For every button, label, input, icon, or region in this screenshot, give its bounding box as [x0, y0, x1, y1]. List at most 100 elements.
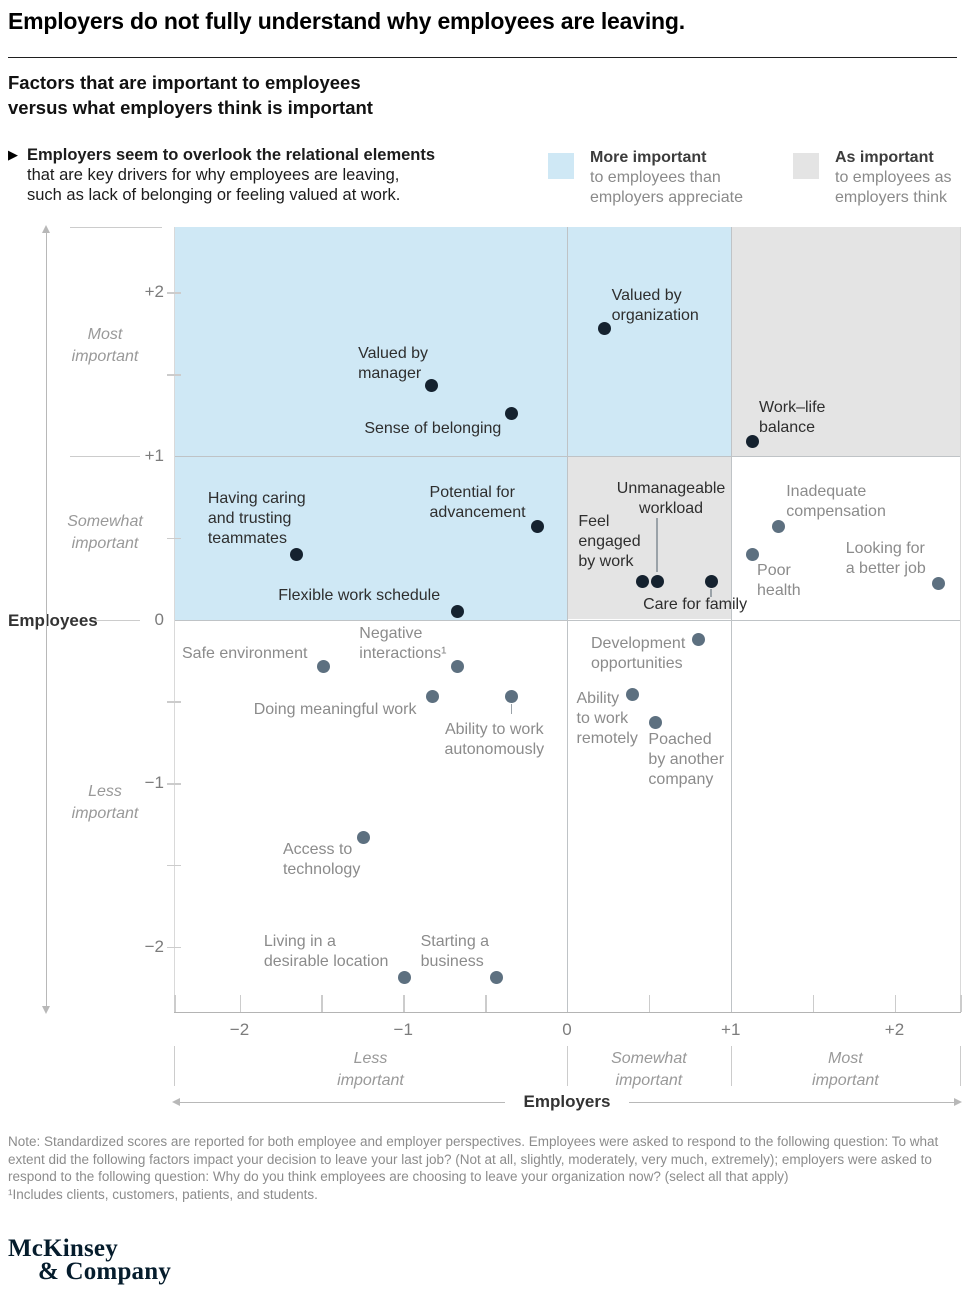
- legend-desc-line: to employees than: [590, 169, 721, 186]
- y-axis-plus1-segment: [70, 455, 140, 457]
- x-axis-arrow-left: [179, 1102, 505, 1103]
- plot-left-border: [174, 227, 175, 1012]
- data-point-label-access-to-technology: Access to technology: [282, 841, 361, 878]
- title-divider: [8, 57, 957, 58]
- data-point-dot-access-to-technology: [357, 830, 371, 844]
- x-band-divider: [730, 1046, 732, 1086]
- x-tick-mark: [321, 995, 323, 1012]
- point-leader-line: [710, 588, 712, 597]
- data-point-label-work-life-balance: Work–life balance: [759, 399, 826, 437]
- logo-line-2: & Company: [38, 1258, 172, 1285]
- mckinsey-logo: McKinsey & Company: [8, 1236, 172, 1285]
- y-tick-label: +1: [144, 445, 164, 465]
- y-axis-top-segment: [70, 227, 162, 228]
- y-tick-mark: [167, 537, 181, 540]
- data-point-label-valued-by-manager: Valued by manager: [358, 344, 429, 382]
- data-point-dot-care-for-family: [704, 575, 718, 589]
- x-tick-mark: [174, 995, 176, 1012]
- y-axis-arrow-down-icon: [42, 1006, 50, 1014]
- point-leader-line: [510, 704, 513, 715]
- x-tick-mark: [648, 995, 651, 1012]
- data-point-dot-valued-by-manager: [424, 379, 438, 393]
- y-axis-band-label: Most important: [71, 326, 139, 366]
- y-tick-mark: [167, 946, 181, 949]
- x-axis-band-label: Most important: [812, 1050, 879, 1089]
- y-tick-label: 0: [154, 609, 164, 629]
- chart-region-as: [567, 455, 731, 620]
- data-point-label-doing-meaningful-work: Doing meaningful work: [253, 701, 417, 719]
- data-point-label-development-opportunities: Development opportunities: [591, 635, 686, 673]
- page-title: Employers do not fully understand why em…: [8, 8, 685, 34]
- footnote-text: ¹Includes clients, customers, patients, …: [8, 1186, 318, 1202]
- chart-region-as: [730, 227, 960, 456]
- x-tick-mark: [485, 995, 487, 1012]
- x-band-divider: [174, 1046, 175, 1086]
- data-point-dot-starting-a-business: [490, 971, 504, 985]
- data-point-label-living-in-a-desirable-location: Living in a desirable location: [263, 932, 389, 970]
- y-tick-label: −2: [144, 936, 164, 956]
- data-point-label-poached-by-another-company: Poached by another company: [648, 730, 725, 788]
- x-tick-label: −2: [229, 1020, 250, 1039]
- data-point-dot-flexible-work-schedule: [450, 604, 464, 618]
- data-point-dot-feel-engaged-by-work: [635, 575, 649, 589]
- data-point-label-safe-environment: Safe environment: [182, 644, 308, 662]
- data-point-label-care-for-family: Care for family: [643, 595, 748, 613]
- data-point-dot-development-opportunities: [691, 632, 705, 646]
- x-axis-title: Employers: [523, 1092, 611, 1111]
- chart-subtitle: Factors that are important to employees …: [8, 70, 373, 120]
- data-point-label-poor-health: Poor health: [757, 562, 801, 600]
- data-point-dot-living-in-a-desirable-location: [398, 971, 412, 985]
- y-tick-mark: [167, 292, 181, 294]
- plot-right-border: [960, 227, 961, 1012]
- data-point-label-ability-to-work-autonomously: Ability to work autonomously: [444, 721, 545, 759]
- data-point-dot-valued-by-organization: [598, 321, 612, 335]
- y-gridline: [174, 455, 960, 457]
- y-tick-mark: [167, 374, 181, 376]
- y-axis-band-label: Less important: [71, 782, 139, 822]
- legend-item-as-important: As important to employees as employers t…: [835, 148, 952, 208]
- annotation-line-3: such as lack of belonging or feeling val…: [27, 186, 401, 204]
- bullet-arrow-icon: ▶: [8, 147, 18, 162]
- annotation-bold-line: Employers seem to overlook the relationa…: [27, 146, 436, 164]
- x-axis-arrow-right: [629, 1102, 955, 1103]
- data-point-label-potential-for-advancement: Potential for advancement: [429, 484, 526, 522]
- chart-notes: Note: Standardized scores are reported f…: [8, 1133, 960, 1203]
- data-point-dot-poor-health: [745, 547, 759, 561]
- data-point-label-negative-interactions: Negative interactions¹: [359, 624, 447, 662]
- note-text: Note: Standardized scores are reported f…: [8, 1134, 939, 1184]
- data-point-label-feel-engaged-by-work: Feel engaged by work: [578, 512, 641, 570]
- data-point-dot-inadequate-compensation: [771, 519, 785, 533]
- data-point-label-starting-a-business: Starting a business: [420, 932, 490, 970]
- x-tick-mark: [239, 995, 241, 1012]
- x-tick-mark: [403, 995, 405, 1012]
- data-point-dot-sense-of-belonging: [504, 406, 518, 420]
- data-point-label-looking-for-a-better-job: Looking for a better job: [845, 539, 926, 577]
- y-tick-mark: [167, 783, 181, 785]
- x-tick-label: −1: [393, 1020, 413, 1039]
- x-band-divider: [567, 1046, 568, 1086]
- x-axis-band-label: Somewhat important: [611, 1050, 687, 1089]
- x-tick-label: 0: [562, 1020, 572, 1039]
- data-point-dot-unmanageable-workload: [650, 575, 664, 589]
- subtitle-line-1: Factors that are important to employees: [8, 72, 361, 93]
- data-point-dot-looking-for-a-better-job: [932, 577, 946, 591]
- data-point-dot-negative-interactions: [450, 660, 464, 674]
- y-axis-arrow: [46, 233, 47, 1006]
- chart-region-more: [567, 227, 731, 456]
- data-point-dot-poached-by-another-company: [648, 716, 662, 730]
- key-insight-annotation: Employers seem to overlook the relationa…: [27, 145, 435, 205]
- data-point-dot-safe-environment: [316, 660, 330, 674]
- data-point-dot-doing-meaningful-work: [426, 689, 440, 703]
- legend-desc-line: employers appreciate: [590, 189, 743, 206]
- point-leader-line: [656, 517, 658, 572]
- subtitle-line-2: versus what employers think is important: [8, 97, 373, 118]
- data-point-label-valued-by-organization: Valued by organization: [611, 287, 699, 325]
- data-point-label-unmanageable-workload: Unmanageable workload: [616, 479, 726, 517]
- chart-region-more: [174, 227, 567, 620]
- x-axis-line: [174, 1012, 961, 1013]
- x-tick-mark: [960, 995, 962, 1012]
- y-tick-label: +2: [144, 282, 164, 302]
- y-tick-mark: [167, 864, 181, 867]
